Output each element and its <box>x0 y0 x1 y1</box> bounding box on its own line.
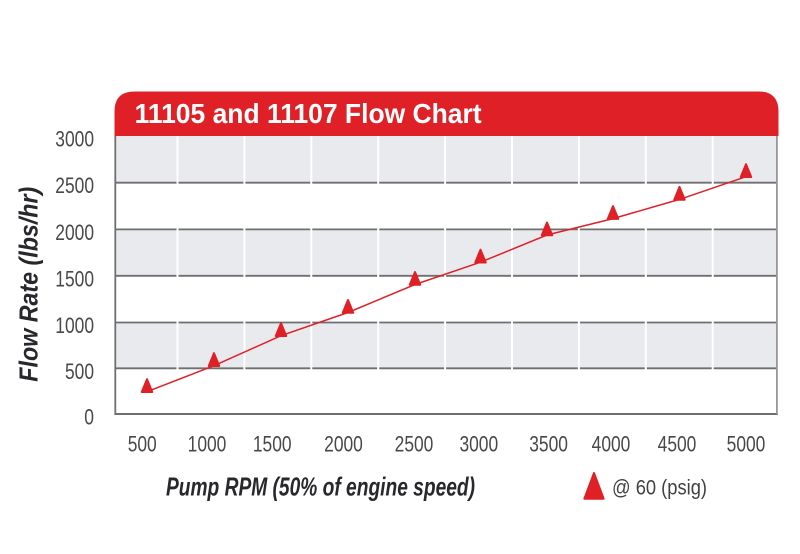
svg-text:2500: 2500 <box>55 173 94 198</box>
svg-text:@ 60 (psig): @ 60 (psig) <box>612 475 707 499</box>
svg-text:3000: 3000 <box>459 432 498 457</box>
svg-text:500: 500 <box>65 359 94 384</box>
svg-text:500: 500 <box>128 432 157 457</box>
svg-text:2000: 2000 <box>55 220 94 245</box>
svg-text:2500: 2500 <box>395 432 434 457</box>
svg-text:4500: 4500 <box>658 432 697 457</box>
svg-text:0: 0 <box>84 405 94 430</box>
svg-text:11105 and 11107 Flow Chart: 11105 and 11107 Flow Chart <box>135 98 482 129</box>
svg-text:5000: 5000 <box>727 432 766 457</box>
svg-text:Flow Rate (lbs/hr): Flow Rate (lbs/hr) <box>14 187 44 382</box>
svg-text:1500: 1500 <box>55 266 94 291</box>
svg-text:2000: 2000 <box>324 432 363 457</box>
svg-text:1000: 1000 <box>55 313 94 338</box>
svg-text:4000: 4000 <box>592 432 631 457</box>
svg-text:3500: 3500 <box>529 432 568 457</box>
svg-text:Pump RPM (50% of engine speed): Pump RPM (50% of engine speed) <box>166 472 475 502</box>
svg-text:1000: 1000 <box>188 432 227 457</box>
svg-text:3000: 3000 <box>55 127 94 152</box>
svg-text:1500: 1500 <box>253 432 292 457</box>
